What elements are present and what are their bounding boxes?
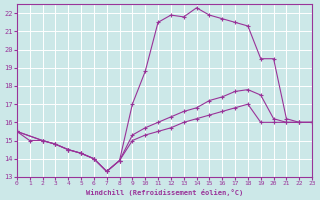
X-axis label: Windchill (Refroidissement éolien,°C): Windchill (Refroidissement éolien,°C) (86, 189, 243, 196)
